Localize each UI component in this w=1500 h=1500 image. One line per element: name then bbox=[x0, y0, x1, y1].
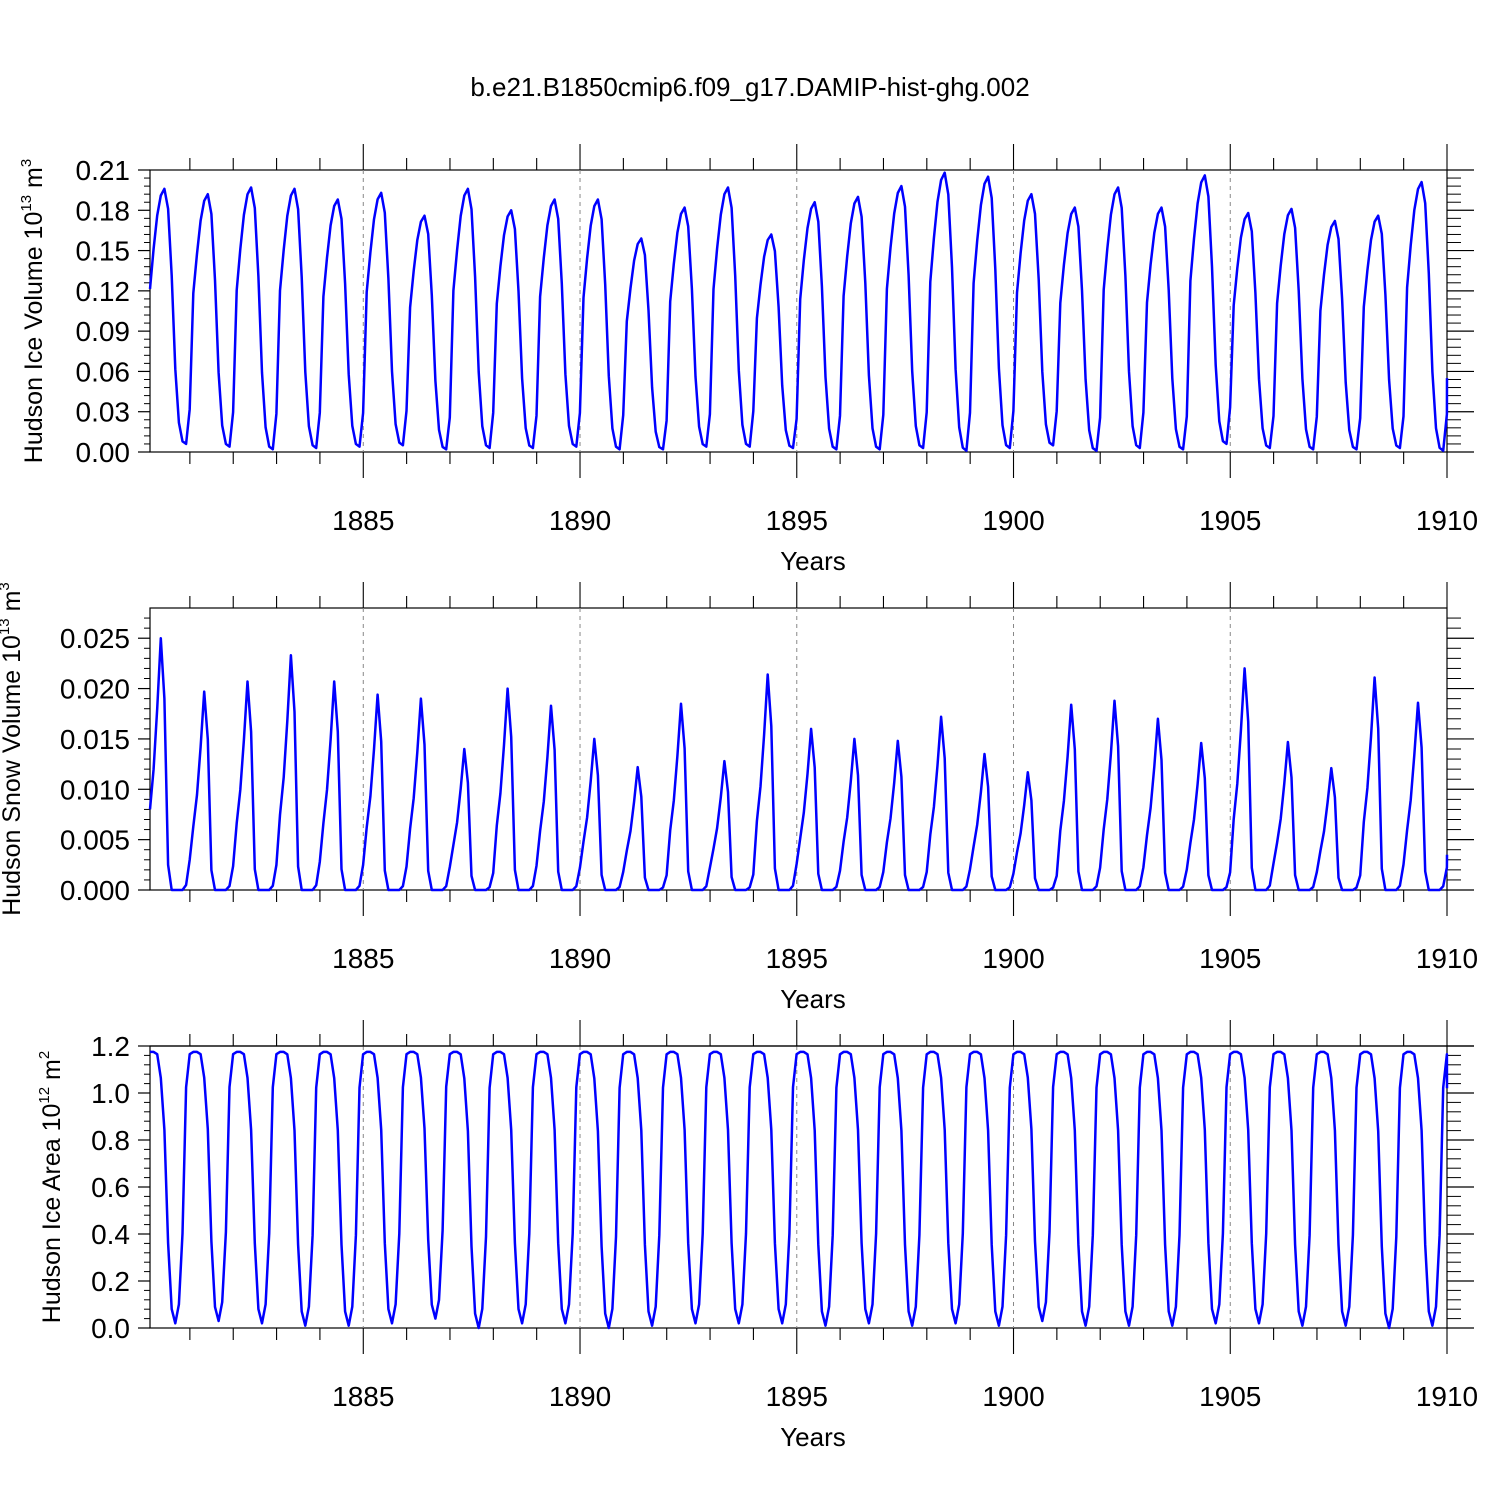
y-tick-label: 0.8 bbox=[91, 1125, 130, 1156]
x-tick-label: 1900 bbox=[982, 1381, 1044, 1412]
y-tick-label: 0.005 bbox=[60, 825, 130, 856]
y-tick-label: 0.2 bbox=[91, 1266, 130, 1297]
y-tick-label: 0.09 bbox=[76, 316, 131, 347]
ice-volume-series-line bbox=[148, 171, 1449, 452]
panel-1-ylabel: Hudson Ice Volume 1013 m3 bbox=[18, 159, 48, 463]
panel-ice-volume: 0.00 0.03 0.06 0.09 0.12 0.15 0.18 0.21 1885 189… bbox=[18, 144, 1478, 576]
y-tick-label: 0.18 bbox=[76, 195, 131, 226]
figure-title: b.e21.B1850cmip6.f09_g17.DAMIP-hist-ghg.… bbox=[470, 72, 1029, 102]
x-tick-label: 1895 bbox=[766, 505, 828, 536]
y-tick-label: 0.000 bbox=[60, 875, 130, 906]
x-tick-label: 1895 bbox=[766, 943, 828, 974]
x-tick-label: 1890 bbox=[549, 1381, 611, 1412]
x-tick-label: 1905 bbox=[1199, 505, 1261, 536]
panel-2-ylabel: Hudson Snow Volume 1013 m3 bbox=[0, 582, 26, 916]
panel-ice-area: 0.0 0.2 0.4 0.6 0.8 1.0 1.2 1885 1890 1895 1900 19… bbox=[36, 1020, 1478, 1452]
y-tick-label: 1.2 bbox=[91, 1031, 130, 1062]
x-tick-label: 1890 bbox=[549, 943, 611, 974]
panel-1-frame bbox=[149, 169, 1448, 453]
panel-2-xlabel: Years bbox=[780, 984, 846, 1014]
x-tick-label: 1885 bbox=[332, 505, 394, 536]
panel-1-xlabel: Years bbox=[780, 546, 846, 576]
y-tick-label: 0.00 bbox=[76, 437, 131, 468]
panel-3-xtick-labels: 1885 1890 1895 1900 1905 1910 bbox=[332, 1381, 1478, 1412]
y-tick-label: 0.06 bbox=[76, 356, 131, 387]
x-tick-label: 1895 bbox=[766, 1381, 828, 1412]
y-tick-label: 0.4 bbox=[91, 1219, 130, 1250]
x-tick-label: 1890 bbox=[549, 505, 611, 536]
panel-2-ytick-labels: 0.000 0.005 0.010 0.015 0.020 0.025 bbox=[60, 623, 130, 906]
panel-3-gridlines bbox=[150, 1045, 1474, 1328]
panel-1-ticks bbox=[138, 144, 1474, 478]
x-tick-label: 1910 bbox=[1416, 1381, 1478, 1412]
x-tick-label: 1910 bbox=[1416, 943, 1478, 974]
panel-3-ticks bbox=[138, 1020, 1474, 1354]
panel-3-ytick-labels: 0.0 0.2 0.4 0.6 0.8 1.0 1.2 bbox=[91, 1031, 130, 1344]
x-tick-label: 1900 bbox=[982, 943, 1044, 974]
snow-volume-series-line bbox=[148, 636, 1449, 892]
panel-2-xtick-labels: 1885 1890 1895 1900 1905 1910 bbox=[332, 943, 1478, 974]
y-tick-label: 0.010 bbox=[60, 774, 130, 805]
y-tick-label: 0.0 bbox=[91, 1313, 130, 1344]
panel-3-ylabel: Hudson Ice Area 1012 m2 bbox=[36, 1051, 66, 1323]
y-tick-label: 0.12 bbox=[76, 276, 131, 307]
panel-3-xlabel: Years bbox=[780, 1422, 846, 1452]
x-tick-label: 1900 bbox=[982, 505, 1044, 536]
panel-1-xtick-labels: 1885 1890 1895 1900 1905 1910 bbox=[332, 505, 1478, 536]
y-tick-label: 0.15 bbox=[76, 236, 131, 267]
ice-area-series-line bbox=[150, 1050, 1449, 1330]
y-tick-label: 0.025 bbox=[60, 623, 130, 654]
panel-2-gridlines bbox=[362, 608, 1231, 890]
panel-2-ticks bbox=[138, 582, 1474, 916]
y-tick-label: 1.0 bbox=[91, 1078, 130, 1109]
panel-1-ytick-labels: 0.00 0.03 0.06 0.09 0.12 0.15 0.18 0.21 bbox=[76, 155, 131, 468]
y-tick-label: 0.015 bbox=[60, 724, 130, 755]
x-tick-label: 1910 bbox=[1416, 505, 1478, 536]
y-tick-label: 0.21 bbox=[76, 155, 131, 186]
x-tick-label: 1885 bbox=[332, 943, 394, 974]
y-tick-label: 0.03 bbox=[76, 397, 131, 428]
x-tick-label: 1885 bbox=[332, 1381, 394, 1412]
x-tick-label: 1905 bbox=[1199, 943, 1261, 974]
y-tick-label: 0.6 bbox=[91, 1172, 130, 1203]
x-tick-label: 1905 bbox=[1199, 1381, 1261, 1412]
y-tick-label: 0.020 bbox=[60, 674, 130, 705]
